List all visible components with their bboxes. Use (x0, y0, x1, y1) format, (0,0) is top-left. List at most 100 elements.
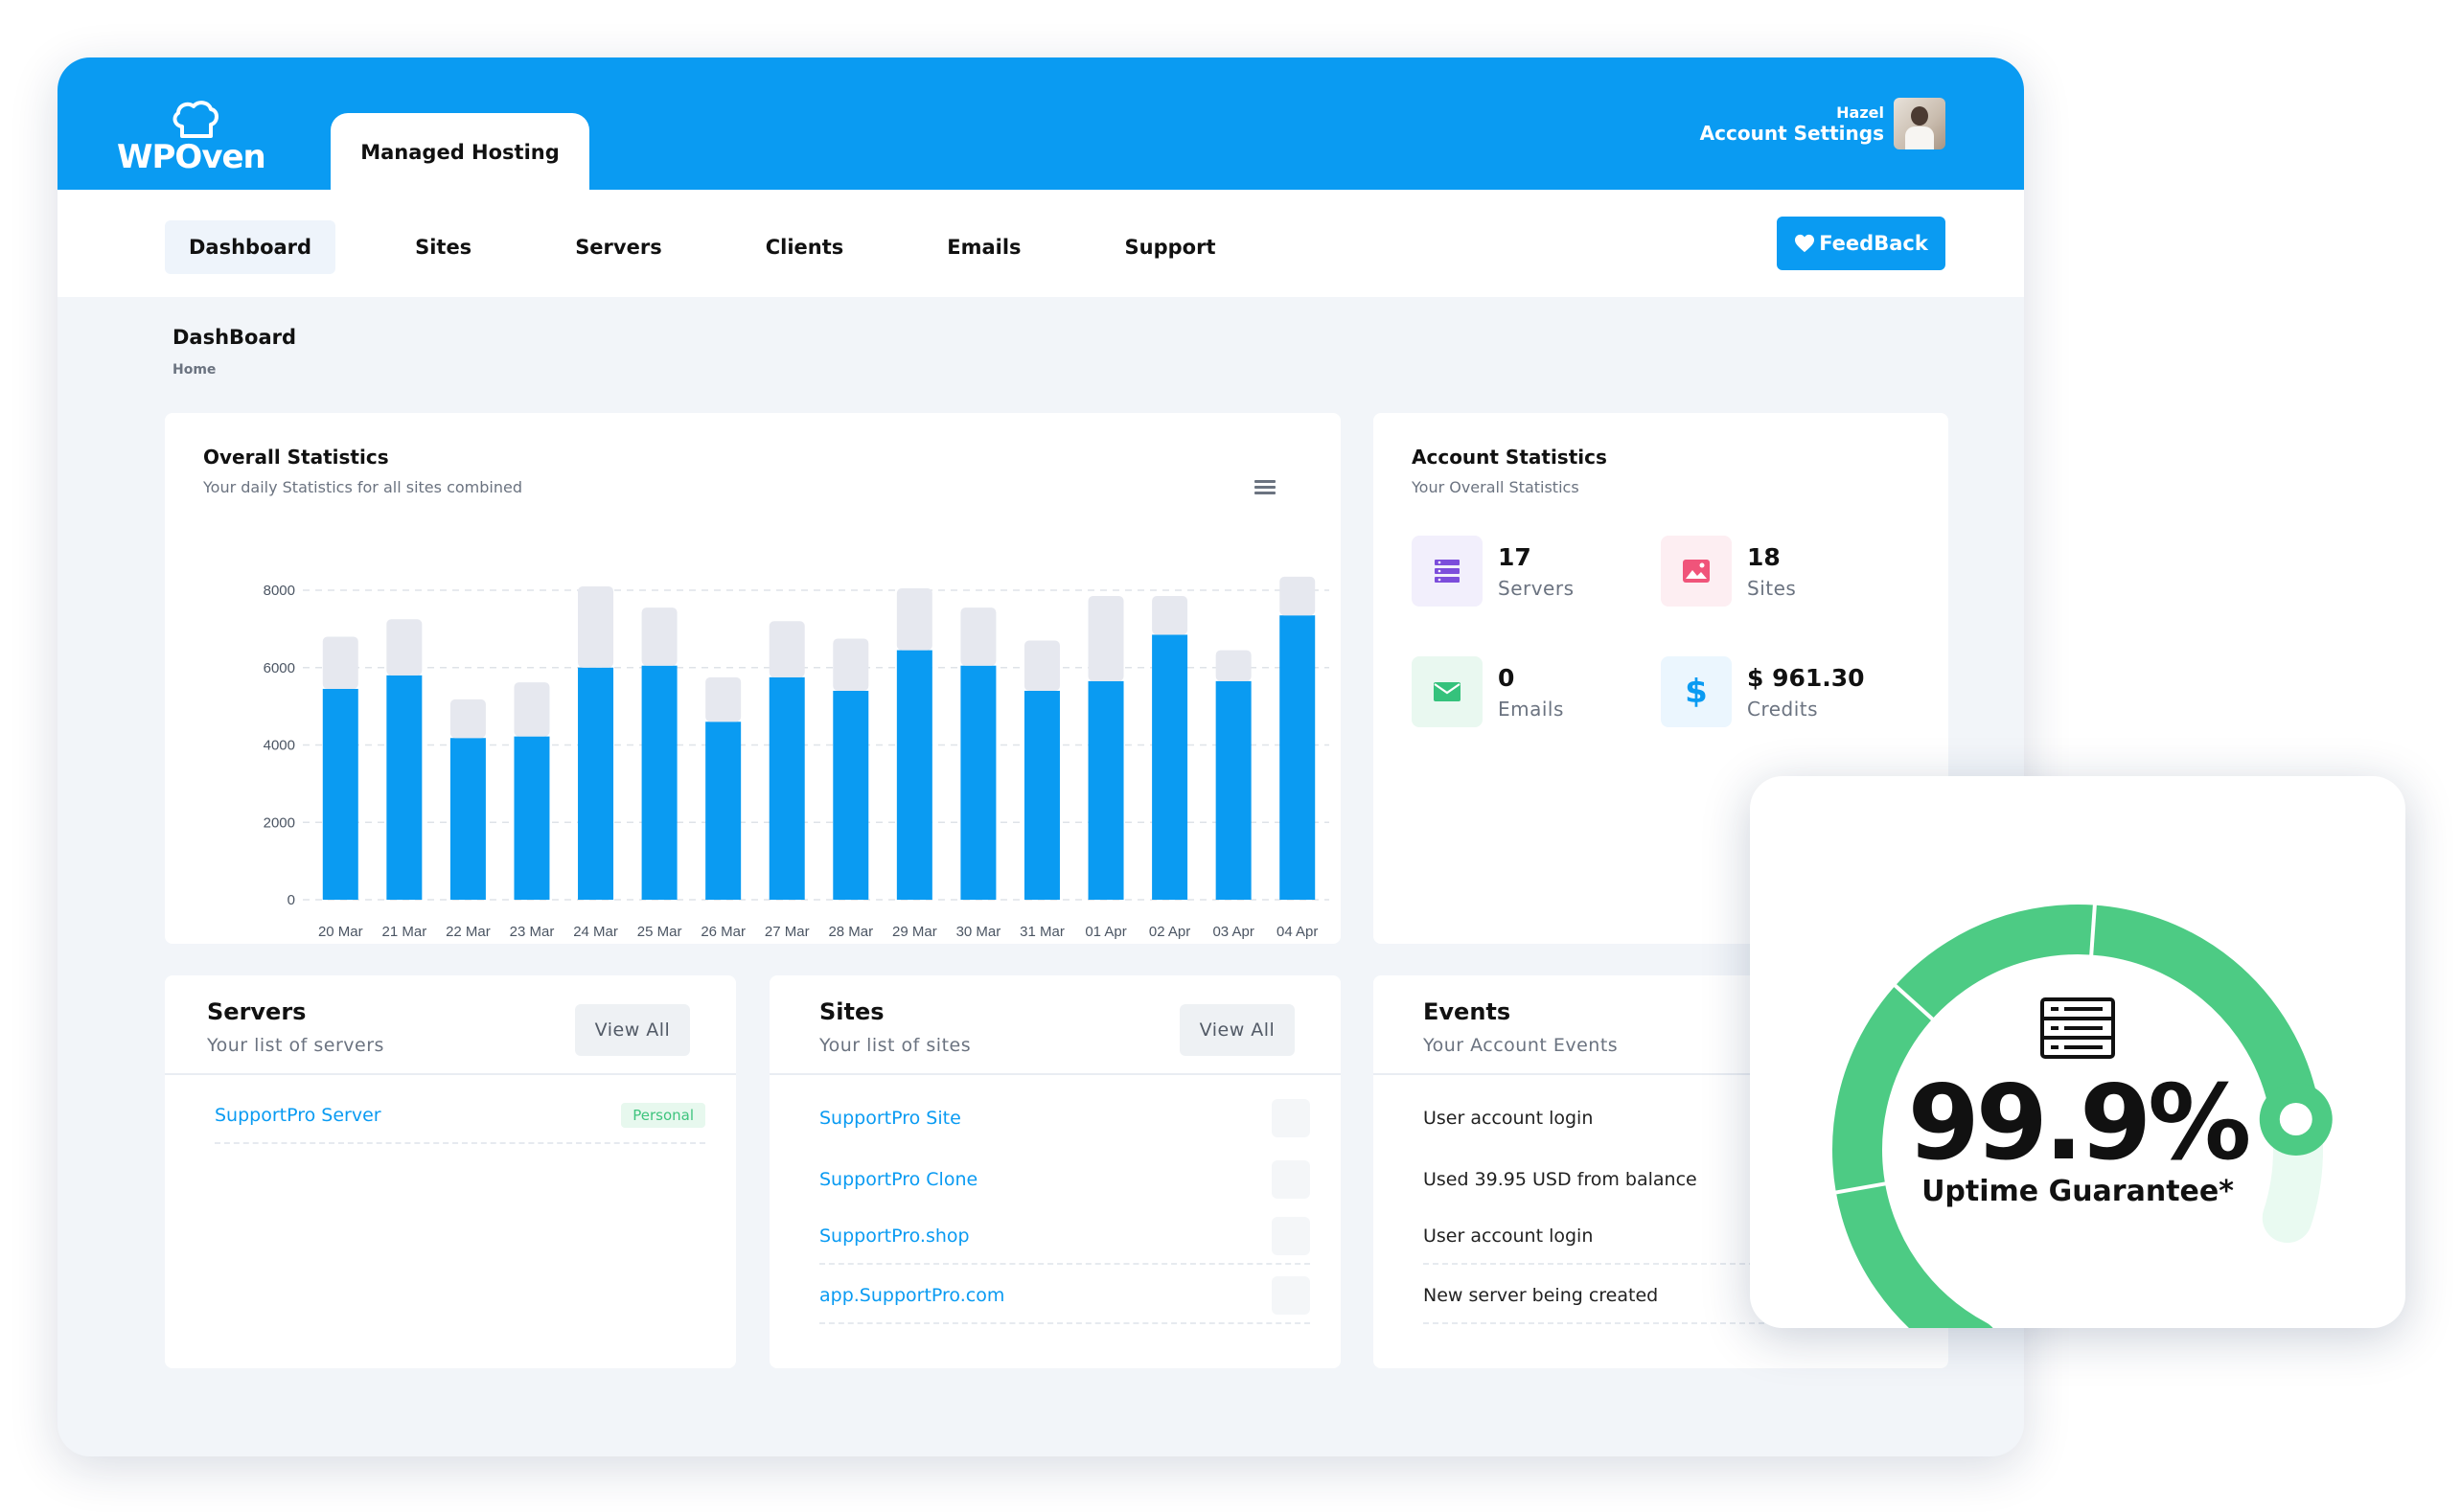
site-link[interactable]: SupportPro Site (819, 1108, 961, 1129)
server-icon (1412, 536, 1483, 607)
events-subtitle: Your Account Events (1423, 1035, 1619, 1056)
bar-primary (896, 650, 932, 900)
image-icon (1661, 536, 1732, 607)
account-menu[interactable]: Hazel Account Settings (1700, 98, 1945, 149)
bar-chart: 0 2000 4000 6000 8000 20 Mar 21 Mar 22 Mar 23 Ma… (264, 576, 1329, 940)
site-action-button[interactable] (1272, 1160, 1310, 1199)
bar-primary (641, 665, 678, 900)
site-action-button[interactable] (1272, 1276, 1310, 1315)
uptime-card: 99.9% Uptime Guarantee* (1750, 776, 2405, 1328)
stat-credits[interactable]: $ $ 961.30 Credits (1661, 656, 1865, 727)
bar-primary (514, 736, 550, 900)
site-link[interactable]: SupportPro Clone (819, 1169, 978, 1190)
bar-primary (1088, 680, 1124, 900)
site-row[interactable]: app.SupportPro.com (819, 1269, 1310, 1324)
divider (1373, 1073, 1948, 1075)
breadcrumb-home[interactable]: Home (172, 362, 217, 378)
site-action-button[interactable] (1272, 1099, 1310, 1137)
bar-primary (833, 690, 869, 900)
stat-credits-value: $ 961.30 (1747, 663, 1865, 692)
divider (165, 1073, 736, 1075)
bar-secondary (641, 607, 678, 666)
servers-title: Servers (207, 998, 307, 1025)
app-window: WPOven Managed Hosting Hazel Account Set… (58, 57, 2024, 1456)
x-tick-label: 28 Mar (828, 924, 873, 940)
gauge-fill (1832, 905, 2321, 1328)
server-badge: Personal (621, 1103, 705, 1128)
x-tick-label: 27 Mar (765, 924, 810, 940)
gauge-separator (1892, 982, 1936, 1022)
sites-subtitle: Your list of sites (819, 1035, 972, 1056)
nav-item-clients[interactable]: Clients (765, 236, 844, 259)
overall-statistics-title: Overall Statistics (203, 446, 389, 469)
nav-item-emails[interactable]: Emails (947, 236, 1022, 259)
main-nav: Dashboard Sites Servers Clients Emails S… (165, 220, 1296, 274)
site-row[interactable]: SupportPro.shop (819, 1209, 1310, 1265)
stat-servers[interactable]: 17 Servers (1412, 536, 1575, 607)
stat-sites-label: Sites (1747, 576, 1797, 600)
stat-sites[interactable]: 18 Sites (1661, 536, 1796, 607)
x-tick-label: 02 Apr (1149, 924, 1190, 940)
nav-item-dashboard[interactable]: Dashboard (165, 220, 336, 274)
bar-primary (1279, 615, 1316, 900)
gauge-separator (2089, 903, 2097, 957)
bar-secondary (514, 682, 550, 737)
account-settings-link[interactable]: Account Settings (1699, 121, 1884, 145)
x-tick-label: 31 Mar (1020, 924, 1065, 940)
event-text: User account login (1423, 1226, 1594, 1247)
event-row: New server being created (1423, 1269, 1918, 1324)
server-row[interactable]: SupportPro Server Personal (215, 1088, 705, 1144)
nav-item-servers[interactable]: Servers (575, 236, 662, 259)
x-tick-label: 21 Mar (382, 924, 427, 940)
x-tick-label: 01 Apr (1085, 924, 1126, 940)
page-title: DashBoard (172, 326, 297, 349)
bar-primary (449, 738, 486, 900)
overall-statistics-subtitle: Your daily Statistics for all sites comb… (203, 478, 522, 496)
servers-view-all-button[interactable]: View All (575, 1004, 690, 1056)
event-row: User account login (1423, 1209, 1918, 1265)
bar-secondary (960, 607, 997, 666)
site-row[interactable]: SupportPro Clone (819, 1152, 1310, 1207)
avatar[interactable] (1894, 98, 1945, 149)
chart-menu-icon[interactable] (1254, 480, 1276, 497)
x-tick-label: 03 Apr (1212, 924, 1254, 940)
site-row[interactable]: SupportPro Site (819, 1090, 1310, 1146)
server-name[interactable]: SupportPro Server (215, 1105, 381, 1126)
bar-primary (960, 665, 997, 900)
account-statistics-title: Account Statistics (1412, 446, 1607, 469)
uptime-gauge (1832, 903, 2333, 1328)
sites-view-all-button[interactable]: View All (1180, 1004, 1295, 1056)
bar-primary (705, 722, 742, 900)
bar-secondary (578, 585, 614, 668)
event-text: Used 39.95 USD from balance (1423, 1169, 1697, 1190)
servers-card: Servers Your list of servers View All Su… (165, 975, 736, 1368)
events-title: Events (1423, 998, 1511, 1025)
stat-servers-value: 17 (1498, 542, 1531, 571)
site-link[interactable]: app.SupportPro.com (819, 1285, 1005, 1306)
wpoven-logo[interactable]: WPOven (117, 100, 266, 178)
bar-secondary (449, 699, 486, 739)
heart-icon (1795, 234, 1815, 253)
stat-emails[interactable]: 0 Emails (1412, 656, 1564, 727)
y-tick-label: 2000 (264, 814, 295, 831)
nav-item-sites[interactable]: Sites (415, 236, 472, 259)
y-tick-label: 8000 (264, 583, 295, 599)
y-tick-label: 4000 (264, 738, 295, 754)
bar-primary (1152, 634, 1188, 900)
feedback-label: FeedBack (1819, 232, 1928, 255)
bar-secondary (896, 587, 932, 651)
server-list-icon (2040, 997, 2115, 1059)
x-tick-label: 24 Mar (573, 924, 618, 940)
top-bar: WPOven Managed Hosting Hazel Account Set… (58, 57, 2024, 192)
site-action-button[interactable] (1272, 1217, 1310, 1255)
stat-servers-label: Servers (1498, 576, 1575, 600)
stat-credits-label: Credits (1747, 697, 1819, 721)
site-link[interactable]: SupportPro.shop (819, 1226, 970, 1247)
uptime-label: Uptime Guarantee* (1921, 1175, 2234, 1208)
dollar-icon: $ (1661, 656, 1732, 727)
feedback-button[interactable]: FeedBack (1777, 217, 1945, 270)
gauge-separator (1833, 1181, 1888, 1195)
event-row: Used 39.95 USD from balance (1423, 1152, 1918, 1207)
tab-managed-hosting[interactable]: Managed Hosting (331, 113, 589, 192)
nav-item-support[interactable]: Support (1124, 236, 1216, 259)
